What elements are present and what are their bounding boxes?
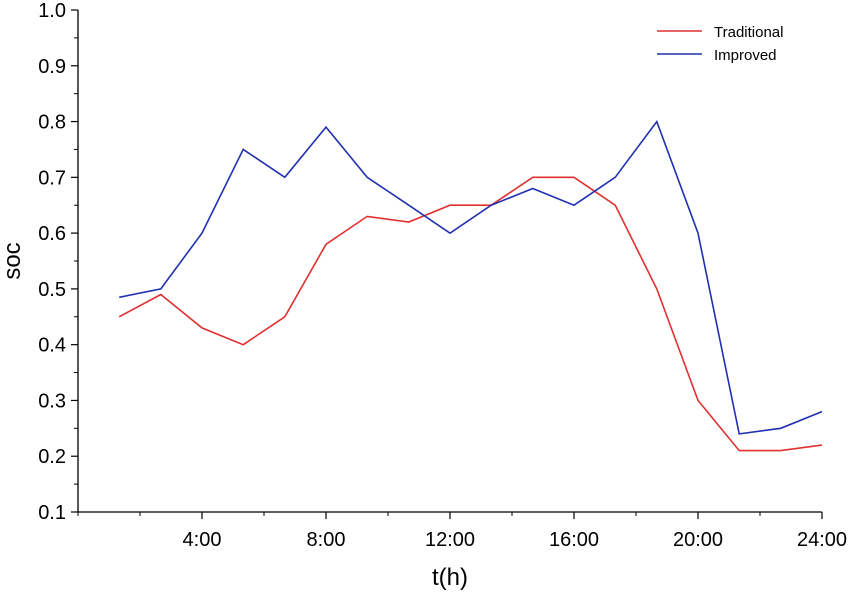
- y-tick-label: 0.9: [38, 56, 66, 78]
- y-tick-label: 0.6: [38, 223, 66, 245]
- plot-area: [77, 10, 822, 513]
- legend-label-traditional: Traditional: [714, 24, 783, 41]
- x-tick-label: 12:00: [425, 529, 475, 551]
- series-layer: [118, 119, 823, 452]
- y-tick-label: 0.3: [38, 390, 66, 412]
- y-tick-label: 0.2: [38, 446, 66, 468]
- y-tick-label: 0.1: [38, 502, 66, 524]
- x-tick-label: 4:00: [183, 529, 222, 551]
- x-tick-label: 24:00: [797, 529, 847, 551]
- y-tick-label: 1.0: [38, 0, 66, 22]
- y-tick-label: 0.8: [38, 112, 66, 134]
- x-axis-label: t(h): [432, 564, 468, 591]
- y-tick-label: 0.5: [38, 279, 66, 301]
- y-tick-label: 0.4: [38, 335, 66, 357]
- series-line-improved: [119, 119, 823, 435]
- legend: Traditional Improved: [657, 24, 783, 64]
- y-axis-label: soc: [0, 242, 26, 279]
- x-axis-ticks: 4:00 8:00 12:00 16:00 20:00 24:00: [77, 512, 847, 551]
- y-tick-label: 0.7: [38, 167, 66, 189]
- legend-label-improved: Improved: [714, 47, 777, 64]
- x-tick-label: 8:00: [307, 529, 346, 551]
- y-axis-ticks: 0.1 0.2 0.3 0.4 0.5 0.6 0.7 0.8 0.9 1.0: [38, 0, 78, 524]
- x-tick-label: 16:00: [549, 529, 599, 551]
- series-line-traditional: [118, 176, 823, 452]
- x-tick-label: 20:00: [673, 529, 723, 551]
